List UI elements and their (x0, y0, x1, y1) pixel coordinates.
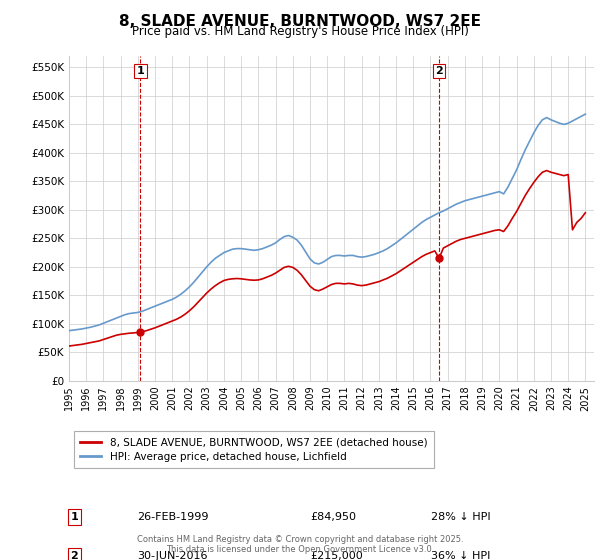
Text: 36% ↓ HPI: 36% ↓ HPI (431, 551, 491, 560)
Text: 8, SLADE AVENUE, BURNTWOOD, WS7 2EE: 8, SLADE AVENUE, BURNTWOOD, WS7 2EE (119, 14, 481, 29)
Text: 30-JUN-2016: 30-JUN-2016 (137, 551, 208, 560)
Text: 1: 1 (137, 66, 145, 76)
Text: 2: 2 (435, 66, 443, 76)
Text: Price paid vs. HM Land Registry's House Price Index (HPI): Price paid vs. HM Land Registry's House … (131, 25, 469, 38)
Text: 26-FEB-1999: 26-FEB-1999 (137, 512, 209, 522)
Text: Contains HM Land Registry data © Crown copyright and database right 2025.
This d: Contains HM Land Registry data © Crown c… (137, 535, 463, 554)
Text: £215,000: £215,000 (311, 551, 363, 560)
Legend: 8, SLADE AVENUE, BURNTWOOD, WS7 2EE (detached house), HPI: Average price, detach: 8, SLADE AVENUE, BURNTWOOD, WS7 2EE (det… (74, 432, 433, 468)
Text: £84,950: £84,950 (311, 512, 356, 522)
Text: 28% ↓ HPI: 28% ↓ HPI (431, 512, 491, 522)
Text: 2: 2 (70, 551, 78, 560)
Text: 1: 1 (70, 512, 78, 522)
